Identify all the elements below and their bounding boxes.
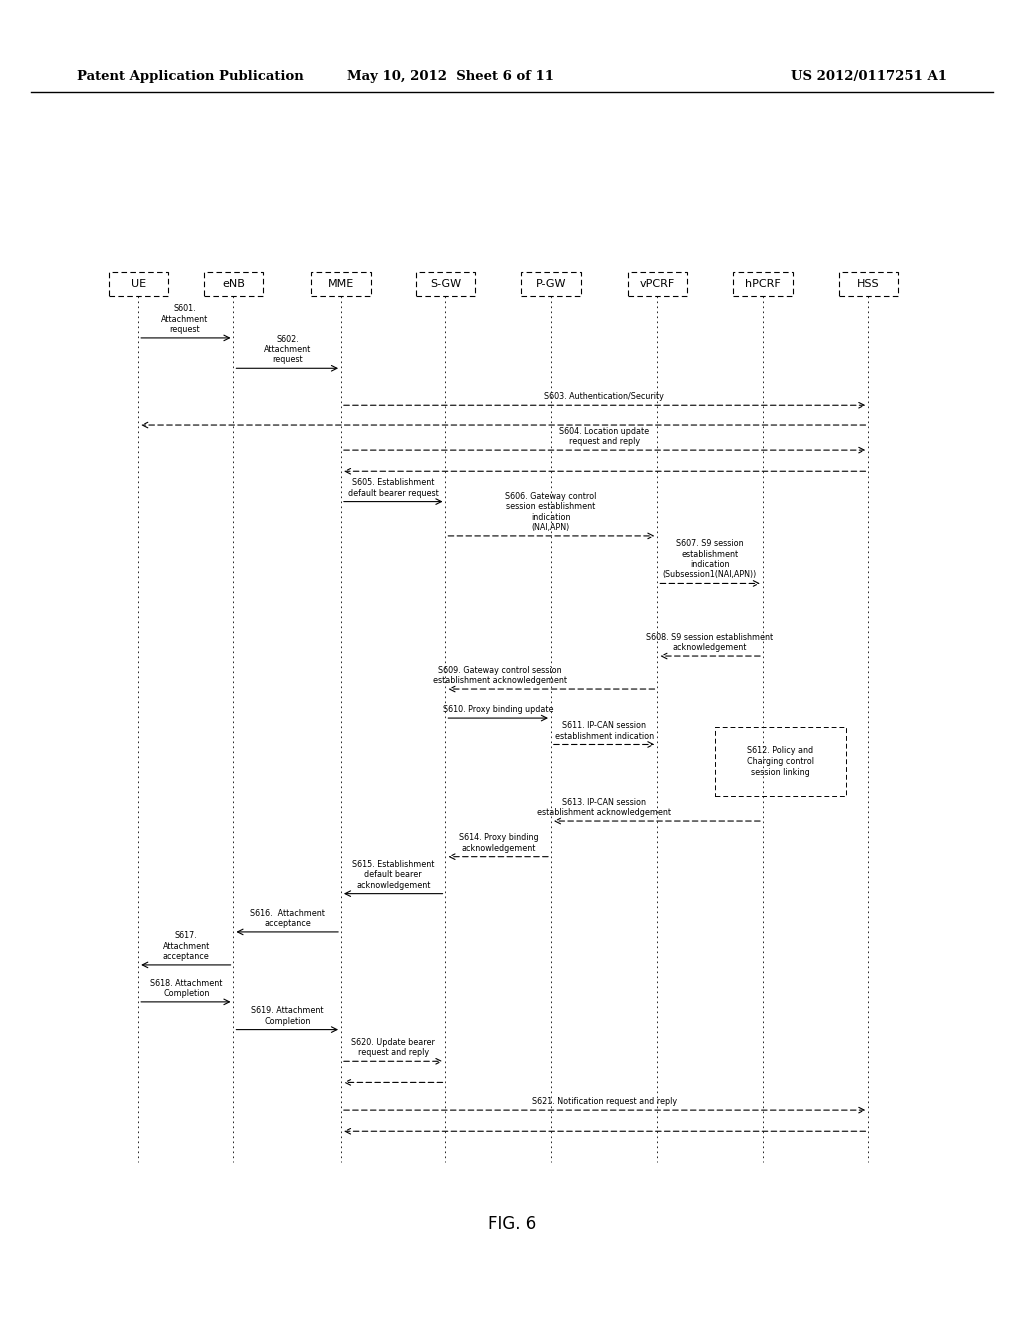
Text: S609. Gateway control session
establishment acknowledgement: S609. Gateway control session establishm… <box>433 665 566 685</box>
Text: May 10, 2012  Sheet 6 of 11: May 10, 2012 Sheet 6 of 11 <box>347 70 554 83</box>
Bar <box>628 272 687 296</box>
Text: eNB: eNB <box>222 279 245 289</box>
Bar <box>416 272 475 296</box>
Text: S618. Attachment
Completion: S618. Attachment Completion <box>151 978 222 998</box>
Text: S607. S9 session
establishment
indication
(Subsession1(NAI,APN)): S607. S9 session establishment indicatio… <box>663 540 757 579</box>
Text: S610. Proxy binding update: S610. Proxy binding update <box>443 705 554 714</box>
Text: MME: MME <box>328 279 354 289</box>
Text: S605. Establishment
default bearer request: S605. Establishment default bearer reque… <box>348 478 438 498</box>
Bar <box>521 272 581 296</box>
Text: S611. IP-CAN session
establishment indication: S611. IP-CAN session establishment indic… <box>555 721 653 741</box>
Text: P-GW: P-GW <box>536 279 566 289</box>
Text: FIG. 6: FIG. 6 <box>487 1214 537 1233</box>
Text: S621. Notification request and reply: S621. Notification request and reply <box>531 1097 677 1106</box>
Text: S614. Proxy binding
acknowledgement: S614. Proxy binding acknowledgement <box>459 833 539 853</box>
Text: S612. Policy and
Charging control
session linking: S612. Policy and Charging control sessio… <box>746 746 814 777</box>
Text: US 2012/0117251 A1: US 2012/0117251 A1 <box>792 70 947 83</box>
Bar <box>839 272 898 296</box>
Text: S-GW: S-GW <box>430 279 461 289</box>
Text: S606. Gateway control
session establishment
indication
(NAI,APN): S606. Gateway control session establishm… <box>505 492 597 532</box>
Bar <box>109 272 168 296</box>
Bar <box>204 272 263 296</box>
Text: hPCRF: hPCRF <box>745 279 780 289</box>
Text: UE: UE <box>131 279 145 289</box>
Text: vPCRF: vPCRF <box>640 279 675 289</box>
Text: S608. S9 session establishment
acknowledgement: S608. S9 session establishment acknowled… <box>646 632 773 652</box>
Text: HSS: HSS <box>857 279 880 289</box>
Text: S617.
Attachment
acceptance: S617. Attachment acceptance <box>163 931 210 961</box>
Text: S603. Authentication/Security: S603. Authentication/Security <box>544 392 665 401</box>
Text: S619. Attachment
Completion: S619. Attachment Completion <box>252 1006 324 1026</box>
Text: S620. Update bearer
request and reply: S620. Update bearer request and reply <box>351 1038 435 1057</box>
Text: S615. Establishment
default bearer
acknowledgement: S615. Establishment default bearer ackno… <box>352 859 434 890</box>
Bar <box>715 727 846 796</box>
Text: Patent Application Publication: Patent Application Publication <box>77 70 303 83</box>
Text: S616.  Attachment
acceptance: S616. Attachment acceptance <box>250 908 326 928</box>
Text: S602.
Attachment
request: S602. Attachment request <box>264 334 311 364</box>
Bar <box>733 272 793 296</box>
Text: S613. IP-CAN session
establishment acknowledgement: S613. IP-CAN session establishment ackno… <box>538 797 671 817</box>
Text: S601.
Attachment
request: S601. Attachment request <box>161 304 208 334</box>
Text: S604. Location update
request and reply: S604. Location update request and reply <box>559 426 649 446</box>
Bar <box>311 272 371 296</box>
